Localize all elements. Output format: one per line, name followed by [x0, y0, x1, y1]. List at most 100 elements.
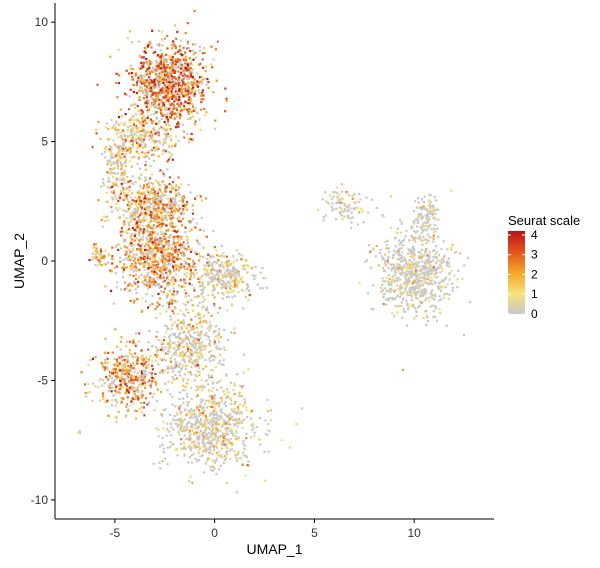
data-point	[152, 264, 155, 267]
data-point	[180, 65, 183, 68]
data-point	[127, 180, 130, 183]
data-point	[163, 58, 166, 61]
data-point	[190, 132, 193, 136]
data-point	[153, 190, 157, 194]
data-point	[98, 261, 101, 264]
data-point	[163, 287, 167, 290]
data-point	[108, 159, 112, 162]
data-point	[193, 431, 196, 434]
data-point	[135, 266, 138, 269]
data-point	[145, 87, 148, 90]
data-point	[157, 131, 160, 134]
data-point	[176, 425, 179, 428]
data-point	[161, 143, 164, 147]
data-point	[161, 414, 164, 417]
data-point	[178, 404, 181, 407]
data-point	[188, 257, 191, 260]
data-point	[179, 321, 183, 324]
data-point	[209, 443, 212, 446]
data-point	[116, 156, 119, 159]
data-point	[194, 345, 197, 348]
data-point	[106, 399, 109, 402]
data-point	[162, 138, 165, 141]
data-point	[157, 83, 160, 86]
data-point	[160, 285, 163, 288]
data-point	[123, 288, 126, 291]
data-point	[202, 98, 205, 101]
data-point	[164, 108, 167, 111]
data-point	[218, 404, 221, 408]
data-point	[124, 373, 127, 376]
data-point	[194, 445, 197, 449]
data-point	[168, 146, 171, 149]
data-point	[165, 296, 168, 299]
data-point	[420, 280, 423, 283]
data-point	[148, 371, 151, 374]
data-point	[182, 278, 186, 281]
data-point	[88, 391, 91, 394]
data-point	[123, 359, 126, 362]
data-point	[136, 104, 139, 108]
data-point	[168, 290, 171, 293]
data-point	[190, 461, 193, 464]
data-point	[144, 82, 147, 85]
data-point	[238, 275, 241, 278]
data-point	[104, 249, 107, 252]
data-point	[184, 447, 187, 450]
data-point	[106, 378, 110, 381]
data-point	[136, 237, 139, 240]
data-point	[347, 209, 350, 212]
data-point	[109, 383, 112, 386]
data-point	[174, 373, 177, 377]
data-point	[187, 102, 190, 105]
data-point	[333, 190, 336, 194]
data-point	[174, 405, 177, 408]
data-point	[140, 310, 143, 313]
data-point	[143, 255, 146, 258]
data-point	[132, 122, 135, 125]
data-point	[149, 202, 152, 205]
data-point	[178, 98, 181, 101]
data-point	[196, 394, 199, 397]
data-point	[121, 364, 124, 367]
data-point	[165, 434, 168, 437]
data-point	[131, 249, 135, 252]
data-point	[167, 257, 170, 260]
data-point	[148, 103, 151, 106]
data-point	[148, 212, 151, 215]
data-point	[148, 134, 151, 137]
data-point	[232, 285, 235, 288]
data-point	[401, 270, 404, 273]
data-point	[132, 341, 135, 344]
data-point	[178, 374, 181, 377]
data-point	[153, 78, 156, 81]
data-point	[168, 350, 171, 353]
data-point	[215, 446, 219, 449]
data-point	[424, 292, 427, 295]
data-point	[414, 240, 417, 243]
data-point	[169, 207, 172, 210]
data-point	[127, 224, 130, 227]
data-point	[218, 418, 221, 421]
data-point	[451, 243, 454, 246]
data-point	[173, 267, 177, 270]
data-point	[222, 252, 225, 255]
data-point	[131, 389, 134, 392]
data-point	[217, 333, 220, 337]
data-point	[182, 429, 185, 432]
data-point	[182, 280, 185, 283]
data-point	[133, 239, 137, 242]
data-point	[224, 286, 227, 290]
data-point	[187, 330, 191, 333]
data-point	[161, 460, 164, 463]
data-point	[150, 173, 154, 176]
data-point	[406, 270, 409, 273]
data-point	[133, 392, 136, 396]
data-point	[153, 284, 156, 287]
data-point	[163, 369, 166, 372]
data-point	[210, 468, 213, 471]
data-point	[166, 118, 170, 121]
data-point	[163, 208, 166, 211]
data-point	[110, 404, 114, 407]
